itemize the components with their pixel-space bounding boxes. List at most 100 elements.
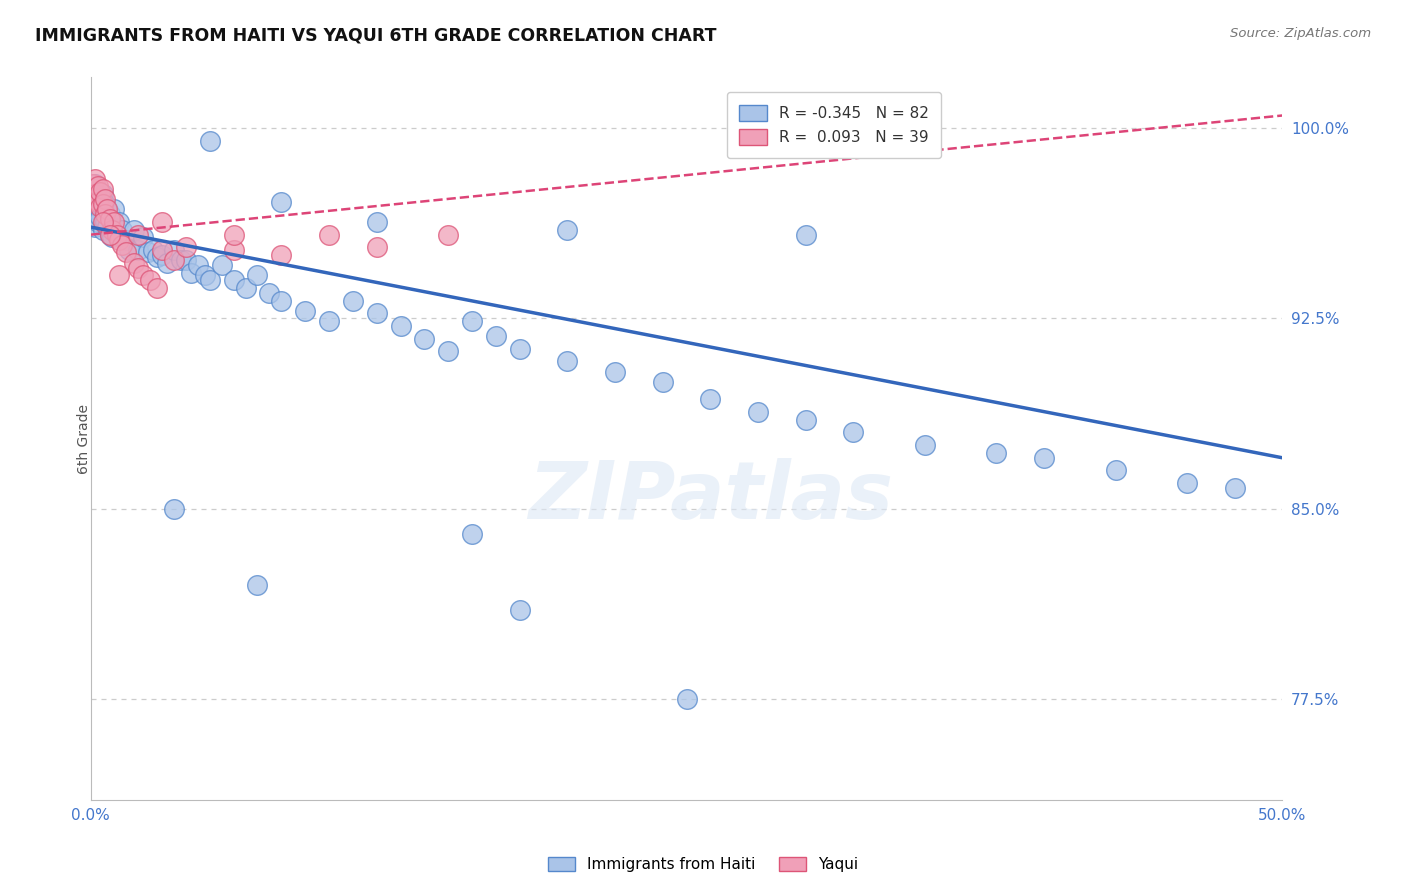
Point — [509, 342, 531, 356]
Point — [94, 207, 117, 221]
Point — [89, 210, 111, 224]
Point — [94, 215, 117, 229]
Point — [914, 438, 936, 452]
Point — [222, 227, 245, 242]
Point — [366, 240, 388, 254]
Point — [318, 314, 340, 328]
Point — [118, 243, 141, 257]
Point — [96, 202, 118, 217]
Point — [127, 243, 149, 257]
Point — [87, 185, 110, 199]
Point — [82, 204, 104, 219]
Point — [150, 215, 173, 229]
Text: IMMIGRANTS FROM HAITI VS YAQUI 6TH GRADE CORRELATION CHART: IMMIGRANTS FROM HAITI VS YAQUI 6TH GRADE… — [35, 27, 717, 45]
Point — [96, 202, 118, 217]
Point — [461, 527, 484, 541]
Point — [91, 182, 114, 196]
Point — [603, 365, 626, 379]
Point — [127, 227, 149, 242]
Point — [651, 375, 673, 389]
Point — [163, 253, 186, 268]
Point — [105, 227, 128, 242]
Point — [142, 243, 165, 257]
Point — [794, 413, 817, 427]
Point — [108, 233, 131, 247]
Point — [198, 134, 221, 148]
Point — [84, 187, 107, 202]
Point — [180, 266, 202, 280]
Point — [246, 577, 269, 591]
Point — [94, 192, 117, 206]
Point — [747, 405, 769, 419]
Text: ZIPatlas: ZIPatlas — [527, 458, 893, 535]
Point — [557, 354, 579, 368]
Point — [222, 273, 245, 287]
Point — [270, 194, 292, 209]
Point — [84, 220, 107, 235]
Point — [91, 197, 114, 211]
Point — [87, 179, 110, 194]
Point — [235, 281, 257, 295]
Point — [132, 268, 155, 283]
Point — [259, 285, 281, 300]
Point — [105, 227, 128, 242]
Point — [87, 215, 110, 229]
Text: Source: ZipAtlas.com: Source: ZipAtlas.com — [1230, 27, 1371, 40]
Point — [174, 253, 197, 268]
Point — [108, 215, 131, 229]
Point — [461, 314, 484, 328]
Point — [139, 273, 162, 287]
Point — [91, 187, 114, 202]
Point — [115, 233, 138, 247]
Point — [699, 392, 721, 407]
Point — [103, 215, 125, 229]
Point — [389, 318, 412, 333]
Point — [163, 243, 186, 257]
Point — [1175, 476, 1198, 491]
Point — [87, 200, 110, 214]
Point — [270, 248, 292, 262]
Legend: Immigrants from Haiti, Yaqui: Immigrants from Haiti, Yaqui — [540, 849, 866, 880]
Point — [509, 603, 531, 617]
Point — [174, 240, 197, 254]
Point — [82, 192, 104, 206]
Point — [675, 691, 697, 706]
Point — [122, 222, 145, 236]
Point — [84, 172, 107, 186]
Point — [170, 253, 193, 268]
Point — [146, 251, 169, 265]
Point — [84, 202, 107, 217]
Point — [136, 245, 159, 260]
Point — [150, 248, 173, 262]
Point — [98, 212, 121, 227]
Point — [1104, 463, 1126, 477]
Point — [89, 185, 111, 199]
Point — [437, 227, 460, 242]
Point — [842, 425, 865, 440]
Point — [413, 332, 436, 346]
Point — [146, 281, 169, 295]
Point — [986, 446, 1008, 460]
Y-axis label: 6th Grade: 6th Grade — [77, 404, 90, 474]
Point — [270, 293, 292, 308]
Point — [103, 222, 125, 236]
Point — [101, 222, 124, 236]
Point — [132, 230, 155, 244]
Point — [91, 202, 114, 217]
Point — [366, 215, 388, 229]
Point — [127, 260, 149, 275]
Point — [115, 245, 138, 260]
Point — [437, 344, 460, 359]
Point — [246, 268, 269, 283]
Point — [342, 293, 364, 308]
Point — [156, 255, 179, 269]
Point — [557, 222, 579, 236]
Point — [294, 303, 316, 318]
Point — [194, 268, 217, 283]
Point — [110, 237, 132, 252]
Point — [101, 230, 124, 244]
Point — [94, 197, 117, 211]
Legend: R = -0.345   N = 82, R =  0.093   N = 39: R = -0.345 N = 82, R = 0.093 N = 39 — [727, 92, 941, 158]
Point — [794, 227, 817, 242]
Point — [89, 200, 111, 214]
